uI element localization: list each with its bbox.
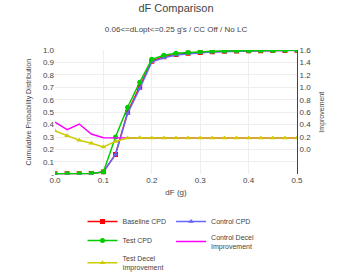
svg-text:0.8: 0.8 — [43, 71, 55, 80]
svg-text:Test CPD: Test CPD — [123, 237, 153, 244]
svg-text:dF (g): dF (g) — [165, 188, 187, 197]
svg-text:1.0: 1.0 — [43, 46, 55, 55]
svg-text:1.6: 1.6 — [300, 46, 312, 55]
svg-text:1.4: 1.4 — [300, 58, 312, 67]
svg-text:0.2: 0.2 — [146, 176, 158, 185]
svg-text:0.1: 0.1 — [43, 158, 55, 167]
svg-text:0.7: 0.7 — [43, 83, 55, 92]
svg-text:Cumulative Probability Distrib: Cumulative Probability Distribution — [25, 59, 33, 166]
svg-text:0.5: 0.5 — [291, 176, 303, 185]
svg-text:0.1: 0.1 — [98, 176, 110, 185]
svg-text:0.3: 0.3 — [195, 176, 207, 185]
svg-text:0.4: 0.4 — [43, 120, 55, 129]
svg-text:Test DecelImprovement: Test DecelImprovement — [123, 255, 164, 272]
svg-text:Baseline CPD: Baseline CPD — [123, 218, 167, 225]
svg-text:0.6: 0.6 — [43, 96, 55, 105]
svg-text:0.2: 0.2 — [300, 133, 312, 142]
svg-text:0.6: 0.6 — [300, 108, 312, 117]
svg-text:0.4: 0.4 — [243, 176, 255, 185]
svg-text:1.2: 1.2 — [300, 71, 312, 80]
svg-text:-: - — [51, 170, 54, 179]
svg-text:0.06<=dLopt<=0.25 g's / CC Off: 0.06<=dLopt<=0.25 g's / CC Off / No LC — [105, 25, 248, 34]
svg-text:Control DecelImprovement: Control DecelImprovement — [211, 234, 254, 251]
svg-text:Improvement: Improvement — [319, 92, 327, 133]
svg-text:0.0: 0.0 — [49, 176, 61, 185]
svg-text:0.8: 0.8 — [300, 96, 312, 105]
svg-text:0.3: 0.3 — [43, 133, 55, 142]
svg-text:dF Comparison: dF Comparison — [138, 2, 213, 14]
svg-text:Control CPD: Control CPD — [211, 218, 250, 225]
svg-text:0.0: 0.0 — [300, 145, 312, 154]
svg-text:0.5: 0.5 — [43, 108, 55, 117]
svg-text:1.0: 1.0 — [300, 83, 312, 92]
svg-text:0.2: 0.2 — [43, 145, 55, 154]
svg-text:0.9: 0.9 — [43, 58, 55, 67]
svg-text:0.4: 0.4 — [300, 120, 312, 129]
